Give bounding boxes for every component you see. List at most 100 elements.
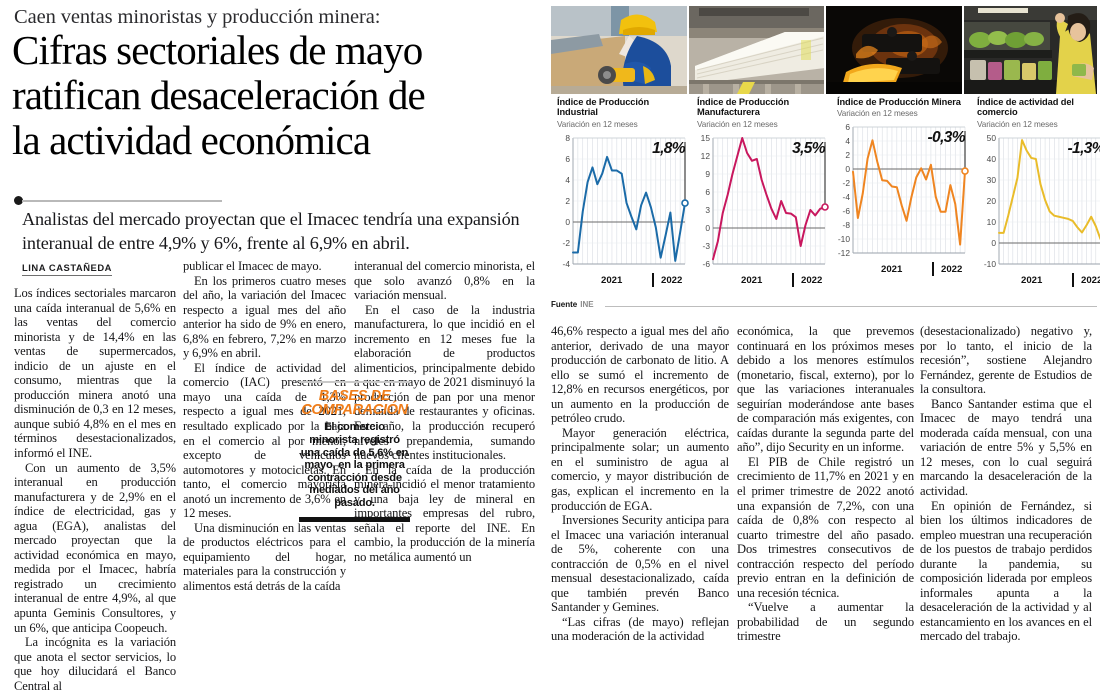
- byline: LINA CASTAÑEDA: [22, 262, 112, 276]
- svg-text:-12: -12: [838, 248, 850, 258]
- text-column-6: (desestacionalizado) negativo y, por lo …: [920, 324, 1092, 644]
- svg-text:4: 4: [845, 136, 850, 146]
- svg-text:40: 40: [987, 154, 997, 164]
- pullbox-top-rule: [299, 381, 410, 383]
- headline-line-3: la actividad económica: [12, 118, 557, 163]
- photo-supermarket-shopper: [964, 6, 1098, 94]
- paragraph: La incógnita es la variación que anota e…: [14, 635, 176, 693]
- x-axis-separator: [932, 262, 934, 276]
- source-rule: [605, 306, 1097, 307]
- page-title: Cifras sectoriales de mayo ratifican des…: [12, 28, 557, 163]
- photo-worker-grinding-board: [551, 6, 687, 94]
- chart-produccion-industrial: Índice de Producción Industrial Variació…: [551, 97, 691, 302]
- svg-text:-3: -3: [703, 241, 711, 251]
- paragraph: “Vuelve a aumentar la probabilidad de un…: [737, 600, 914, 644]
- chart-x-axis-labels: 2021 2022: [557, 274, 691, 290]
- chart-subtitle: Variación en 12 meses: [697, 120, 831, 129]
- svg-text:15: 15: [701, 133, 711, 143]
- svg-text:6: 6: [565, 154, 570, 164]
- svg-text:50: 50: [987, 133, 997, 143]
- chart-plot-area: -4 -2 0 2 4 6 8 1,8%: [557, 132, 691, 274]
- svg-text:-6: -6: [843, 206, 851, 216]
- x-axis-separator: [1072, 273, 1074, 287]
- pullbox-title-line-2: COMPARACIÓN: [301, 402, 407, 418]
- svg-text:-4: -4: [563, 259, 571, 269]
- svg-text:3: 3: [705, 205, 710, 215]
- x-axis-separator: [792, 273, 794, 287]
- bullet-divider: [14, 196, 222, 206]
- paragraph: (desestacionalizado) negativo y, por lo …: [920, 324, 1092, 397]
- pullquote-box: BASES DE COMPARACIÓN El comercio minoris…: [299, 381, 410, 522]
- svg-text:9: 9: [705, 169, 710, 179]
- paragraph: Una disminución en las ventas de product…: [183, 521, 346, 594]
- svg-text:8: 8: [565, 133, 570, 143]
- chart-subtitle: Variación en 12 meses: [977, 120, 1100, 129]
- svg-text:0: 0: [991, 238, 996, 248]
- paragraph: Con un aumento de 3,5% interanual en pro…: [14, 461, 176, 636]
- svg-text:-10: -10: [984, 259, 996, 269]
- standfirst: Analistas del mercado proyectan que el I…: [22, 208, 552, 255]
- x-label-2021: 2021: [601, 275, 622, 286]
- paragraph: 46,6% respecto a igual mes del año anter…: [551, 324, 729, 426]
- text-column-4: 46,6% respecto a igual mes del año anter…: [551, 324, 729, 644]
- newspaper-page: Caen ventas minoristas y producción mine…: [0, 0, 1100, 628]
- chart-produccion-manufacturera: Índice de Producción Manufacturera Varia…: [691, 97, 831, 302]
- x-label-2022: 2022: [661, 275, 682, 286]
- svg-text:6: 6: [845, 122, 850, 132]
- chart-highlight-value: -1,3%: [1068, 140, 1100, 158]
- svg-text:0: 0: [565, 217, 570, 227]
- svg-text:0: 0: [705, 223, 710, 233]
- chart-row: Índice de Producción Industrial Variació…: [551, 97, 1100, 302]
- paragraph: Banco Santander estima que el Imacec de …: [920, 397, 1092, 499]
- svg-text:30: 30: [987, 175, 997, 185]
- paragraph: En opinión de Fernández, si bien los últ…: [920, 499, 1092, 644]
- svg-text:-10: -10: [838, 234, 850, 244]
- paragraph: económica, la que prevemos continuará en…: [737, 324, 914, 455]
- chart-x-axis-labels: 2021 2022: [837, 263, 971, 279]
- text-column-1: Los índices sectoriales marcaron una caí…: [14, 286, 176, 693]
- chart-x-axis-labels: 2021 2022: [977, 274, 1100, 290]
- svg-text:10: 10: [987, 217, 997, 227]
- chart-title: Índice de Producción Industrial: [557, 97, 691, 118]
- chart-highlight-value: -0,3%: [928, 129, 966, 147]
- paragraph: Mayor generación eléctrica, principalmen…: [551, 426, 729, 513]
- kicker: Caen ventas minoristas y producción mine…: [14, 6, 534, 29]
- paragraph: En los primeros cuatro meses del año, la…: [183, 274, 346, 361]
- chart-subtitle: Variación en 12 meses: [837, 109, 971, 118]
- chart-title: Índice de Producción Minera: [837, 97, 971, 107]
- chart-highlight-value: 3,5%: [792, 140, 825, 158]
- svg-text:0: 0: [845, 164, 850, 174]
- svg-text:-8: -8: [843, 220, 851, 230]
- x-label-2021: 2021: [881, 264, 902, 275]
- paragraph: El PIB de Chile registró un crecimiento …: [737, 455, 914, 600]
- svg-text:-4: -4: [843, 192, 851, 202]
- chart-title: Índice de Producción Manufacturera: [697, 97, 831, 118]
- photo-strip: [551, 6, 1097, 94]
- x-label-2021: 2021: [1021, 275, 1042, 286]
- chart-highlight-value: 1,8%: [652, 140, 685, 158]
- chart-produccion-minera: Índice de Producción Minera Variación en…: [831, 97, 971, 302]
- text-column-5: económica, la que prevemos continuará en…: [737, 324, 914, 644]
- chart-x-axis-labels: 2021 2022: [697, 274, 831, 290]
- chart-subtitle: Variación en 12 meses: [557, 120, 691, 129]
- svg-text:2: 2: [845, 150, 850, 160]
- chart-title: Índice de actividad del comercio: [977, 97, 1100, 118]
- svg-text:6: 6: [705, 187, 710, 197]
- pullbox-title: BASES DE COMPARACIÓN: [299, 389, 410, 417]
- headline-line-2: ratifican desaceleración de: [12, 73, 557, 118]
- divider-rule: [22, 200, 222, 202]
- chart-actividad-comercio: Índice de actividad del comercio Variaci…: [971, 97, 1100, 302]
- svg-text:12: 12: [701, 151, 711, 161]
- paragraph: interanual del comercio minorista, el qu…: [354, 259, 535, 303]
- svg-text:2: 2: [565, 196, 570, 206]
- source-label: Fuente: [551, 300, 577, 309]
- pullbox-bottom-rule: [299, 517, 410, 522]
- paragraph: Los índices sectoriales marcaron una caí…: [14, 286, 176, 461]
- x-label-2022: 2022: [801, 275, 822, 286]
- svg-text:-2: -2: [563, 238, 571, 248]
- svg-text:4: 4: [565, 175, 570, 185]
- x-axis-separator: [652, 273, 654, 287]
